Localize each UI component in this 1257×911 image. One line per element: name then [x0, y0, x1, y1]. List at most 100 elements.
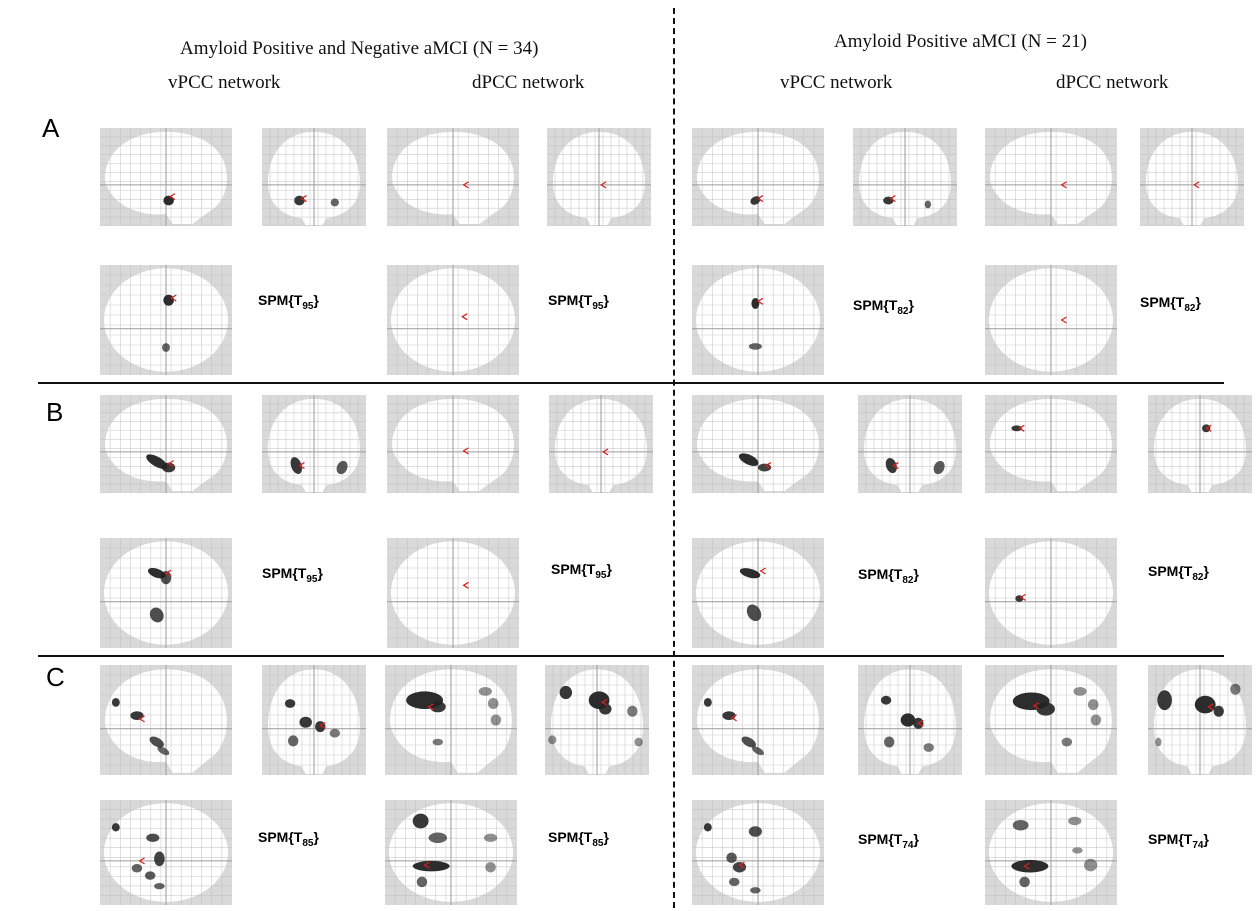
- activation-cluster: [429, 701, 446, 713]
- glass-brain-axial-view: [387, 538, 519, 648]
- glass-brain-sagittal-view: [985, 128, 1117, 226]
- cursor-marker: [461, 313, 468, 321]
- cursor-marker: [889, 195, 896, 203]
- glass-brain-svg: [692, 128, 824, 226]
- activation-cluster: [412, 813, 429, 829]
- glass-brain-coronal-view: [1148, 665, 1252, 775]
- glass-brain-svg: [262, 128, 366, 226]
- activation-cluster: [290, 457, 303, 475]
- glass-brain-axial-view: [985, 538, 1117, 648]
- glass-brain-svg: [100, 395, 232, 493]
- cursor-marker: [300, 195, 307, 203]
- glass-brain-coronal-view: [262, 128, 366, 226]
- activation-cluster: [1213, 705, 1224, 717]
- glass-brain-axial-view: [692, 800, 824, 905]
- glass-brain-svg: [985, 665, 1117, 775]
- glass-brain-sagittal-view: [692, 395, 824, 493]
- glass-brain-coronal-view: [549, 395, 653, 493]
- glass-brain-svg: [387, 538, 519, 648]
- glass-brain-sagittal-view: [385, 665, 517, 775]
- activation-cluster: [146, 454, 168, 469]
- cursor-marker: [170, 294, 177, 302]
- glass-brain-svg: [692, 665, 824, 775]
- cursor-marker: [1060, 316, 1067, 324]
- glass-brain-svg: [385, 800, 517, 905]
- header-dpcc-right: dPCC network: [1056, 72, 1169, 93]
- glass-grid: [692, 265, 824, 375]
- glass-brain-svg: [853, 128, 957, 226]
- activation-cluster: [288, 735, 299, 747]
- row-label-c: C: [46, 662, 65, 692]
- activation-cluster: [924, 200, 931, 209]
- spm-label-a-3: SPM{T82}: [853, 297, 914, 317]
- activation-cluster: [703, 823, 712, 832]
- spm-label-c-1: SPM{T85}: [258, 829, 319, 849]
- cursor-marker: [601, 448, 609, 456]
- glass-brain-svg: [262, 395, 366, 493]
- glass-brain-sagittal-view: [692, 665, 824, 775]
- activation-cluster: [416, 876, 428, 888]
- cursor-marker: [1060, 181, 1067, 189]
- glass-brain-svg: [387, 265, 519, 375]
- activation-cluster: [149, 736, 164, 748]
- spm-label-a-4: SPM{T82}: [1140, 294, 1201, 314]
- row-label-a: A: [42, 113, 60, 143]
- activation-cluster: [1036, 702, 1055, 716]
- glass-brain-sagittal-view: [100, 395, 232, 493]
- activation-cluster: [490, 714, 502, 726]
- cursor-marker: [462, 581, 469, 589]
- activation-cluster: [1068, 816, 1082, 826]
- activation-cluster: [751, 298, 760, 309]
- activation-cluster: [162, 343, 170, 352]
- activation-cluster: [750, 887, 761, 894]
- activation-cluster: [111, 698, 120, 707]
- cursor-marker: [462, 181, 469, 189]
- activation-cluster: [741, 736, 756, 748]
- activation-cluster: [336, 460, 348, 475]
- header-right-group: Amyloid Positive aMCI (N = 21): [834, 31, 1087, 52]
- activation-cluster: [703, 698, 712, 707]
- activation-cluster: [111, 823, 120, 832]
- glass-brain-axial-view: [692, 538, 824, 648]
- glass-brain-axial-view: [385, 800, 517, 905]
- activation-cluster: [738, 453, 759, 466]
- glass-brain-svg: [385, 665, 517, 775]
- activation-cluster: [1011, 425, 1022, 432]
- glass-brain-coronal-view: [858, 395, 962, 493]
- activation-cluster: [329, 728, 340, 738]
- glass-brain-svg: [985, 395, 1117, 493]
- activation-cluster: [559, 685, 573, 700]
- activation-cluster: [144, 871, 156, 880]
- cursor-marker: [319, 721, 326, 730]
- activation-cluster: [163, 294, 174, 306]
- cursor-marker: [427, 703, 434, 711]
- glass-brain-svg: [100, 800, 232, 905]
- activation-cluster: [880, 695, 892, 705]
- glass-brain-sagittal-view: [387, 395, 519, 493]
- spm-label-c-2: SPM{T85}: [548, 829, 609, 849]
- glass-brain-svg: [100, 128, 232, 226]
- spm-label-a-1: SPM{T95}: [258, 292, 319, 312]
- header-vpcc-right: vPCC network: [780, 72, 893, 93]
- activation-cluster: [1012, 819, 1029, 831]
- cursor-marker: [892, 462, 899, 470]
- cursor-marker: [917, 719, 924, 727]
- spm-label-b-1: SPM{T95}: [262, 565, 323, 585]
- cursor-marker: [1018, 424, 1025, 432]
- glass-grid: [100, 538, 232, 648]
- activation-cluster: [1087, 699, 1099, 711]
- activation-cluster: [752, 746, 764, 756]
- spm-label-b-2: SPM{T95}: [551, 561, 612, 581]
- spm-label-b-3: SPM{T82}: [858, 566, 919, 586]
- glass-brain-axial-view: [387, 265, 519, 375]
- activation-cluster: [1019, 876, 1030, 888]
- glass-brain-svg: [1148, 665, 1252, 775]
- glass-brain-axial-view: [692, 265, 824, 375]
- activation-cluster: [428, 832, 448, 844]
- cursor-marker: [138, 715, 145, 723]
- activation-cluster: [1155, 737, 1162, 747]
- glass-grid: [100, 128, 232, 226]
- cursor-marker: [167, 460, 174, 468]
- activation-cluster: [1072, 847, 1083, 854]
- glass-brain-svg: [262, 665, 366, 775]
